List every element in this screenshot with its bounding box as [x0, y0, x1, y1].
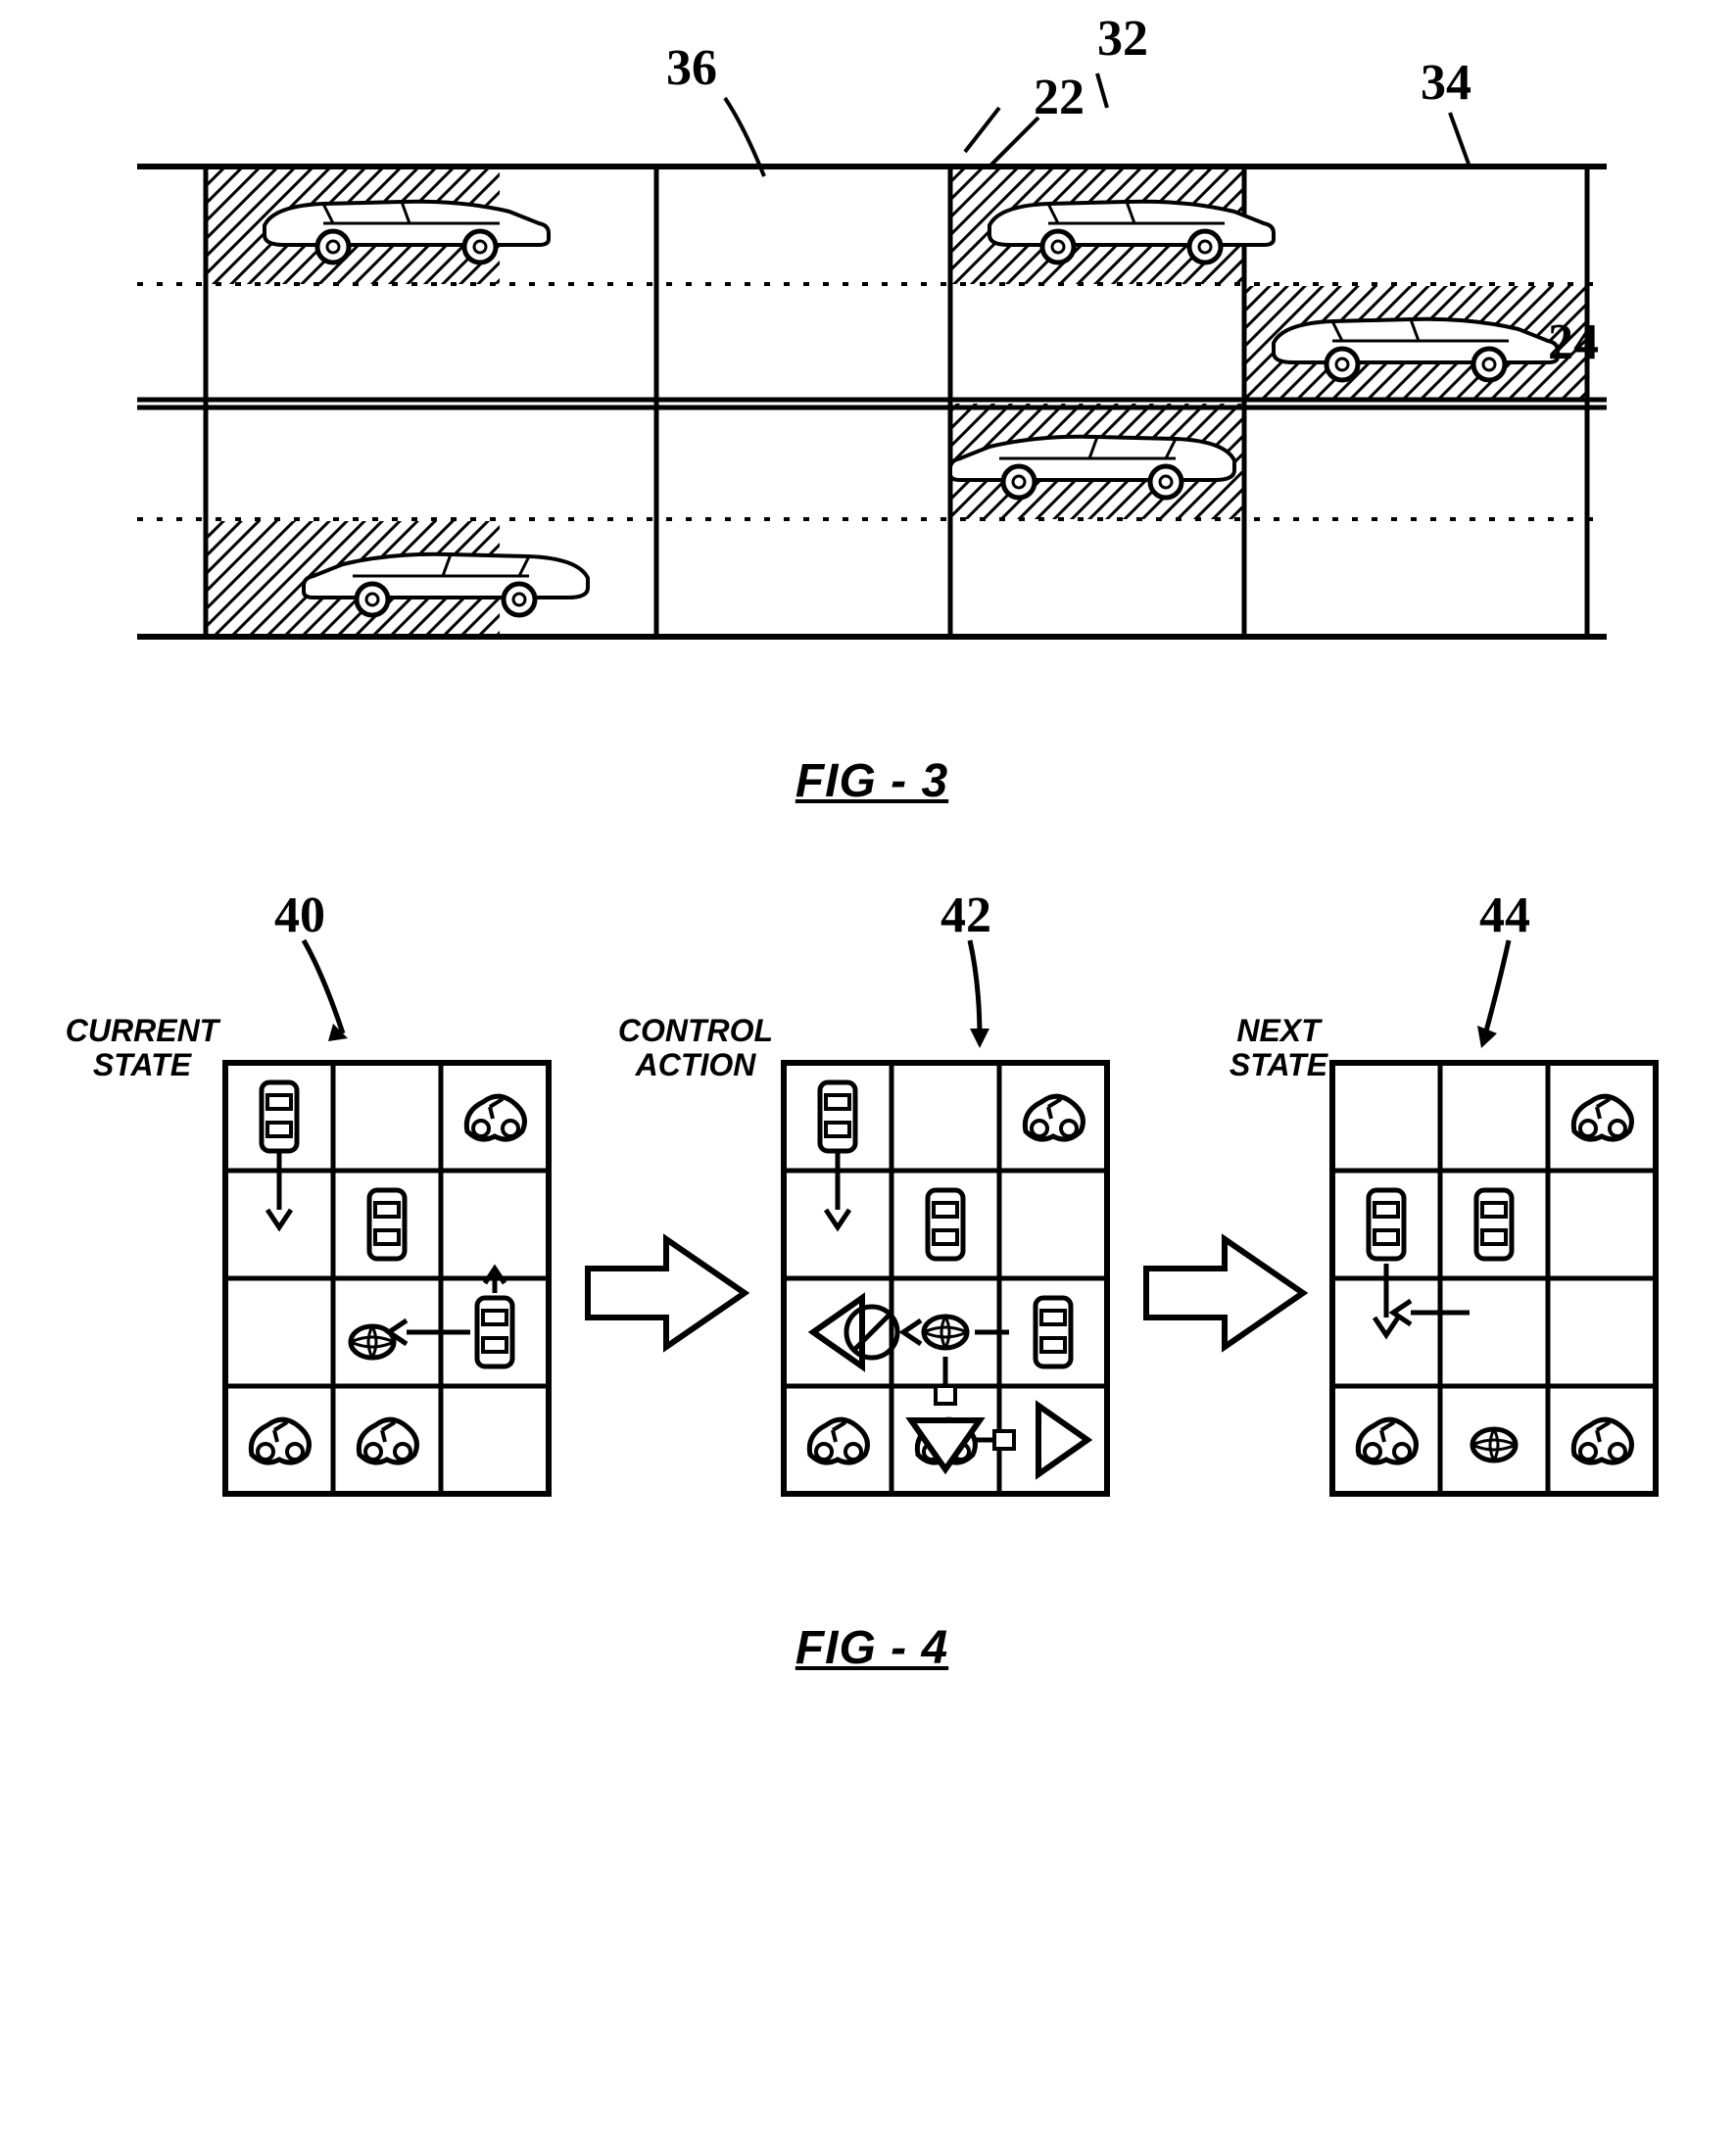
label-control-action: CONTROL ACTION	[607, 1014, 784, 1082]
callout-34: 34	[1421, 54, 1471, 112]
callout-22: 22	[1034, 69, 1085, 126]
fig3-svg	[39, 39, 1705, 725]
figure-3: 36 32 22 34 24	[39, 39, 1705, 808]
label-current-state: CURRENT STATE	[59, 1014, 225, 1082]
callout-40: 40	[274, 886, 325, 944]
fig3-label: FIG - 3	[39, 754, 1705, 808]
callout-32: 32	[1097, 10, 1148, 68]
callout-44: 44	[1479, 886, 1530, 944]
callout-24: 24	[1548, 313, 1599, 371]
figure-4: 40 42 44	[39, 886, 1705, 1675]
fig4-label: FIG - 4	[39, 1621, 1705, 1675]
callout-42: 42	[940, 886, 991, 944]
callout-36: 36	[666, 39, 717, 97]
fig4-svg	[39, 886, 1705, 1592]
label-next-state: NEXT STATE	[1215, 1014, 1342, 1082]
